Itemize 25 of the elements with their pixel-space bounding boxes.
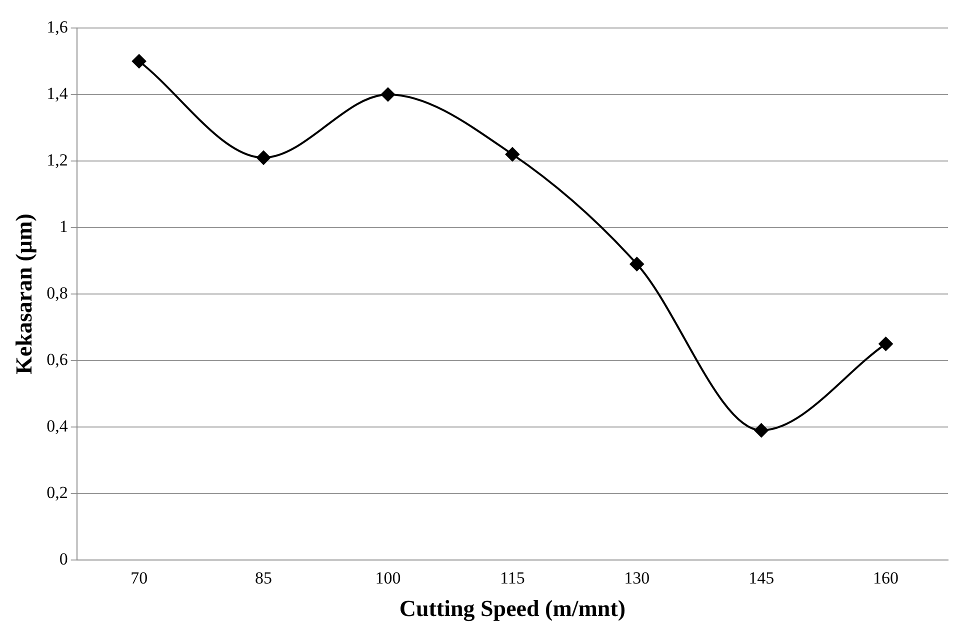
point	[754, 423, 768, 438]
point	[630, 257, 644, 272]
y-tick-label: 1,4	[46, 84, 68, 103]
y-tick-label: 1	[59, 216, 68, 236]
point	[256, 150, 271, 165]
y-tick-label: 0,2	[46, 482, 68, 502]
point	[380, 88, 395, 102]
y-tick-label: 1,6	[46, 17, 68, 36]
y-tick-label: 0	[59, 549, 68, 568]
point	[505, 147, 520, 162]
x-tick-label: 70	[130, 568, 148, 588]
y-tick-label: 0,6	[46, 350, 68, 369]
y-tick-label: 0,8	[46, 283, 68, 302]
y-tick-label: 0,4	[46, 416, 68, 436]
x-tick-label: 160	[873, 568, 899, 588]
x-tick-label: 100	[375, 568, 401, 588]
x-tick-label: 85	[255, 568, 272, 588]
y-tick-label: 1,2	[46, 150, 68, 170]
x-tick-label: 115	[500, 568, 525, 588]
x-axis-title: Cutting Speed (m/mnt)	[399, 596, 626, 622]
point	[132, 54, 146, 68]
x-tick-label: 145	[748, 568, 774, 588]
y-axis-title: Kekasaran (µm)	[12, 214, 37, 374]
point	[878, 336, 893, 351]
x-tick-label: 130	[624, 568, 650, 588]
